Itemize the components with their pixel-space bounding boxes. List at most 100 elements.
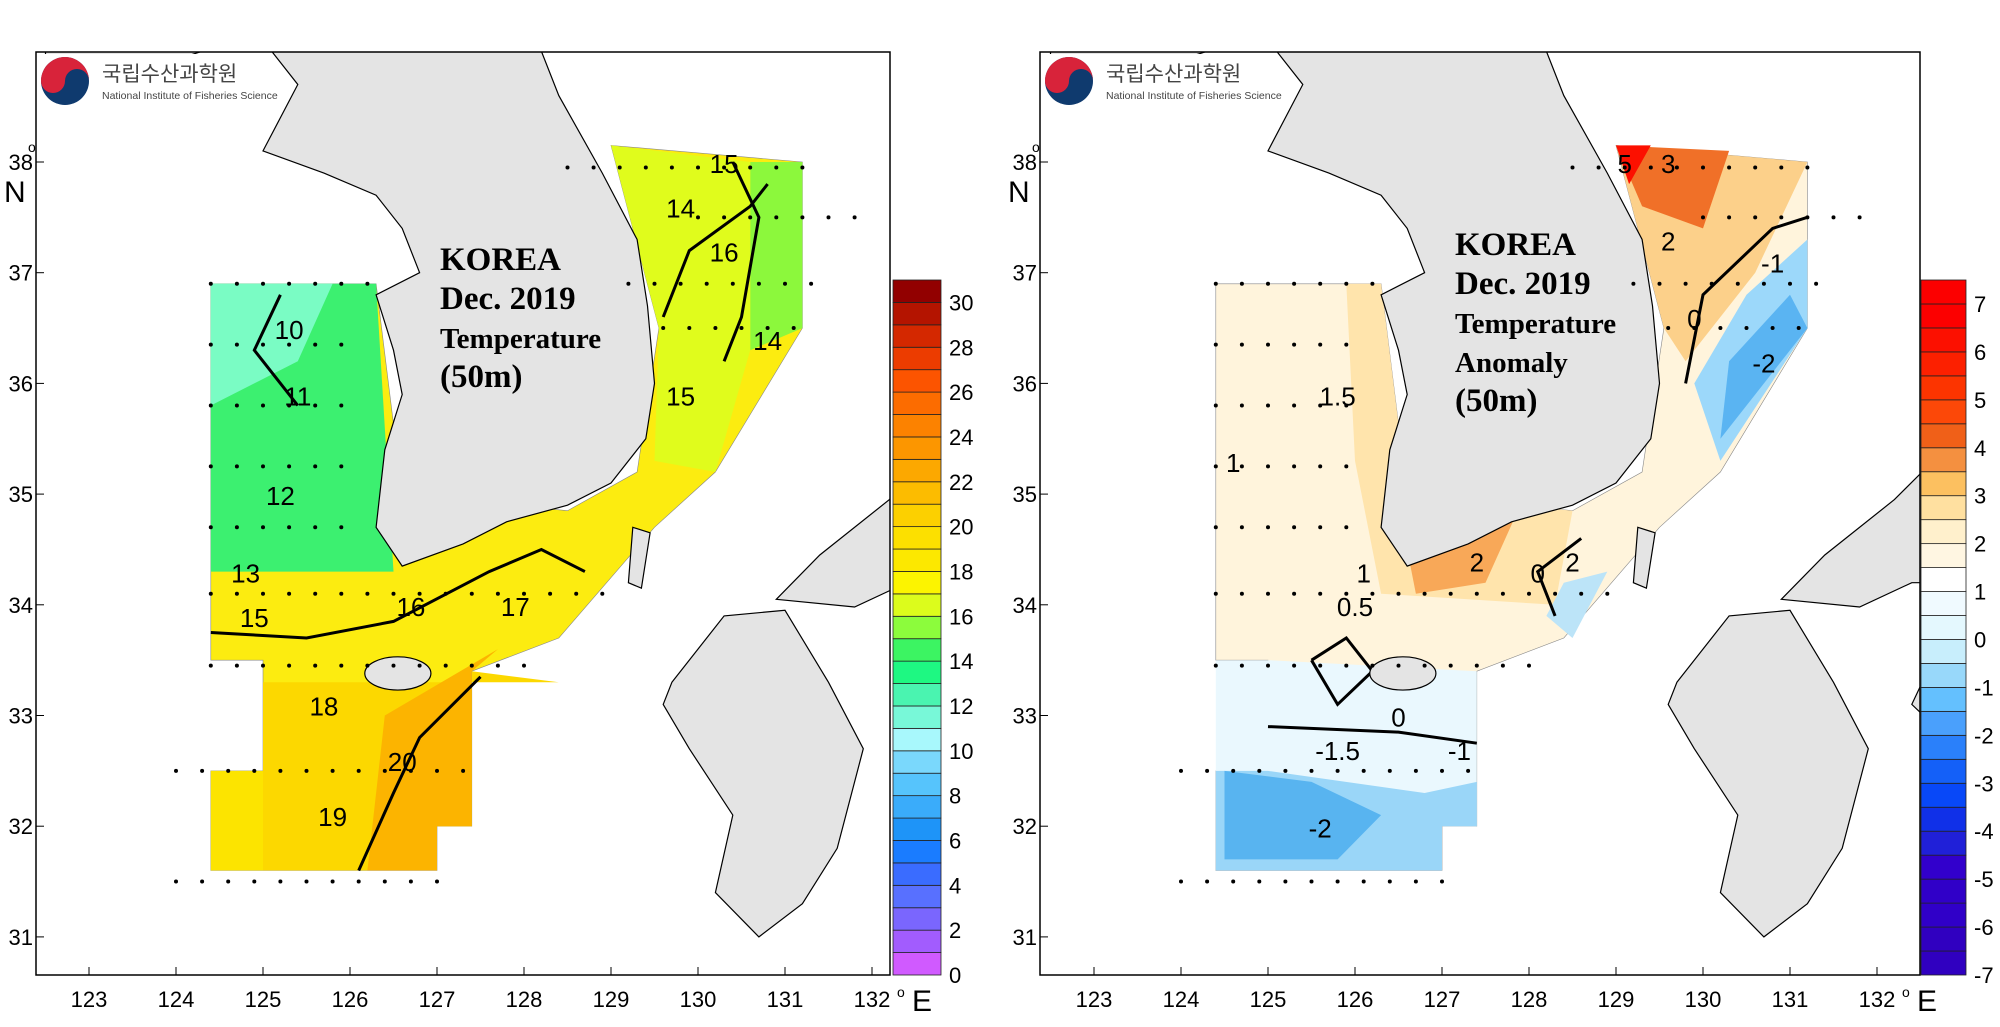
station-dot xyxy=(1727,215,1732,220)
colorbar-tick-label: 24 xyxy=(949,425,973,450)
station-dot xyxy=(313,591,318,596)
contour-fill-area xyxy=(611,145,751,472)
lon-tick-label: 126 xyxy=(1337,987,1374,1012)
colorbar-tick-label: 3 xyxy=(1974,484,1986,509)
station-dot xyxy=(1683,281,1688,286)
station-dot xyxy=(1257,768,1262,773)
station-dot xyxy=(1239,464,1244,469)
colorbar-band xyxy=(892,884,942,909)
colorbar-band xyxy=(892,391,942,415)
station-dot xyxy=(765,326,770,331)
contour-label: 20 xyxy=(388,747,417,777)
station-dot xyxy=(1753,165,1758,170)
station-dot xyxy=(800,165,805,170)
colorbar-tick-label: -3 xyxy=(1974,771,1994,796)
station-dot xyxy=(1361,768,1366,773)
lon-tick-label: 123 xyxy=(1076,987,1113,1012)
station-dot xyxy=(1266,342,1270,347)
station-dot xyxy=(1596,165,1601,170)
lat-tick-label: 38 xyxy=(1013,150,1037,175)
station-dot xyxy=(1440,879,1444,884)
contour-label: 2 xyxy=(1470,548,1484,578)
station-dot xyxy=(1318,525,1323,530)
station-dot xyxy=(1239,663,1244,668)
colorbar-band xyxy=(1920,471,1967,497)
station-dot xyxy=(208,281,213,286)
station-dot xyxy=(174,768,178,773)
station-dot xyxy=(1579,591,1584,596)
station-dot xyxy=(1213,591,1218,596)
lat-tick-label: 33 xyxy=(1013,704,1037,729)
colorbar-tick-label: 2 xyxy=(1974,532,1986,557)
logo-english-text: National Institute of Fisheries Science xyxy=(102,90,278,102)
colorbar-band xyxy=(892,302,942,326)
station-dot xyxy=(1448,663,1453,668)
station-dot xyxy=(469,663,474,668)
station-dot xyxy=(278,768,283,773)
station-dot xyxy=(1370,591,1375,596)
station-dot xyxy=(226,768,231,773)
map-area: 10 11 12 13 15 16 17 18 19 20 14 15 16 14 15 xyxy=(36,52,890,975)
lat-unit-label: N xyxy=(4,176,26,209)
contour-fill-area xyxy=(1224,770,1382,860)
station-dot xyxy=(1761,281,1766,286)
colorbar-band xyxy=(892,727,942,752)
station-dot xyxy=(652,281,657,286)
lat-tick-label: 33 xyxy=(9,704,33,729)
colorbar-band xyxy=(1920,495,1967,521)
station-dot xyxy=(287,281,292,286)
colorbar-tick-label: 16 xyxy=(949,604,973,629)
station-dot xyxy=(722,215,727,220)
station-dot xyxy=(278,879,283,884)
contour-label: 0 xyxy=(1391,703,1405,733)
station-dot xyxy=(495,663,500,668)
station-dot xyxy=(730,281,735,286)
station-dot xyxy=(1440,768,1444,773)
station-dot xyxy=(200,879,205,884)
colorbar-band xyxy=(1920,687,1967,712)
station-dot xyxy=(461,768,466,773)
station-dot xyxy=(1805,165,1810,170)
station-dot xyxy=(339,281,344,286)
station-dot xyxy=(661,326,666,331)
colorbar-tick-label: 1 xyxy=(1974,580,1986,605)
station-dot xyxy=(1701,215,1705,220)
lon-tick-label: 131 xyxy=(1772,987,1809,1012)
station-dot xyxy=(443,591,448,596)
station-dot xyxy=(1213,403,1218,408)
map-frame xyxy=(35,51,891,976)
station-dot xyxy=(261,663,265,668)
station-dot xyxy=(1179,879,1183,884)
colorbar-band xyxy=(1920,878,1967,904)
station-dot xyxy=(435,768,439,773)
degree-symbol: o xyxy=(897,984,905,1000)
lat-tick-label: 32 xyxy=(1013,814,1037,839)
station-dot xyxy=(234,281,239,286)
colorbar-tick-label: 14 xyxy=(949,649,973,674)
jeju-island xyxy=(1369,656,1437,691)
colorbar-band xyxy=(1920,830,1967,856)
station-dot xyxy=(1318,464,1323,469)
colorbar-band xyxy=(1920,615,1967,640)
colorbar-band xyxy=(1920,639,1967,664)
logo-english-text: National Institute of Fisheries Science xyxy=(1106,90,1282,102)
lat-tick-label: 31 xyxy=(9,925,33,950)
station-dot xyxy=(1266,464,1270,469)
logo-emblem-red xyxy=(1045,57,1093,93)
contour-label: 11 xyxy=(284,382,311,412)
lat-tick-label: 35 xyxy=(1013,482,1037,507)
station-dot xyxy=(339,525,344,530)
station-dot xyxy=(226,879,231,884)
station-dot xyxy=(234,464,239,469)
station-dot xyxy=(748,215,753,220)
station-dot xyxy=(339,591,344,596)
station-dot xyxy=(1448,591,1453,596)
contour-fill-area xyxy=(210,283,333,406)
station-dot xyxy=(417,591,422,596)
station-dot xyxy=(417,663,422,668)
station-dot xyxy=(261,403,265,408)
contour-label: 15 xyxy=(240,603,269,633)
contour-line xyxy=(252,294,299,407)
colorbar-band xyxy=(1920,902,1967,928)
